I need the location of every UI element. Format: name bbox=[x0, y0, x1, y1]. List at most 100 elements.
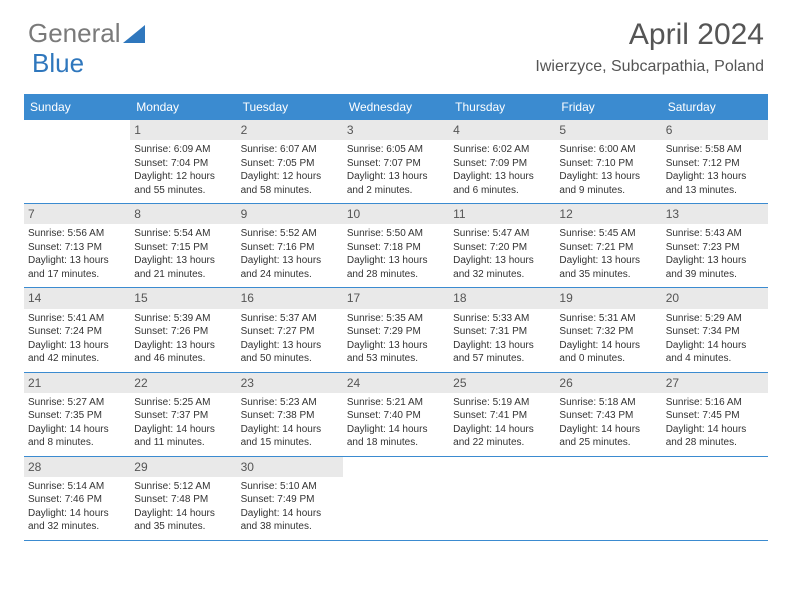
sunset-text: Sunset: 7:43 PM bbox=[559, 409, 657, 423]
sunrise-text: Sunrise: 5:58 AM bbox=[666, 143, 764, 157]
day-number: 30 bbox=[237, 457, 343, 477]
day-number: 24 bbox=[343, 373, 449, 393]
daylight-line1: Daylight: 13 hours bbox=[347, 170, 445, 184]
daylight-line2: and 55 minutes. bbox=[134, 184, 232, 198]
calendar-cell: 1Sunrise: 6:09 AMSunset: 7:04 PMDaylight… bbox=[130, 120, 236, 203]
header: General April 2024 Iwierzyce, Subcarpath… bbox=[0, 0, 792, 84]
daylight-line2: and 53 minutes. bbox=[347, 352, 445, 366]
calendar-cell: 22Sunrise: 5:25 AMSunset: 7:37 PMDayligh… bbox=[130, 373, 236, 456]
sunset-text: Sunset: 7:13 PM bbox=[28, 241, 126, 255]
calendar-cell: 24Sunrise: 5:21 AMSunset: 7:40 PMDayligh… bbox=[343, 373, 449, 456]
dayhead-thu: Thursday bbox=[449, 94, 555, 120]
sunrise-text: Sunrise: 5:12 AM bbox=[134, 480, 232, 494]
calendar-cell: 8Sunrise: 5:54 AMSunset: 7:15 PMDaylight… bbox=[130, 204, 236, 287]
calendar-cell: 16Sunrise: 5:37 AMSunset: 7:27 PMDayligh… bbox=[237, 288, 343, 371]
sunset-text: Sunset: 7:34 PM bbox=[666, 325, 764, 339]
day-number bbox=[343, 457, 449, 477]
daylight-line2: and 42 minutes. bbox=[28, 352, 126, 366]
sunrise-text: Sunrise: 6:02 AM bbox=[453, 143, 551, 157]
daylight-line1: Daylight: 13 hours bbox=[28, 254, 126, 268]
sunrise-text: Sunrise: 6:00 AM bbox=[559, 143, 657, 157]
daylight-line1: Daylight: 14 hours bbox=[559, 423, 657, 437]
calendar-cell: 17Sunrise: 5:35 AMSunset: 7:29 PMDayligh… bbox=[343, 288, 449, 371]
daylight-line2: and 32 minutes. bbox=[453, 268, 551, 282]
daylight-line1: Daylight: 14 hours bbox=[241, 423, 339, 437]
calendar-cell: 28Sunrise: 5:14 AMSunset: 7:46 PMDayligh… bbox=[24, 457, 130, 540]
daylight-line2: and 28 minutes. bbox=[347, 268, 445, 282]
calendar-cell: 3Sunrise: 6:05 AMSunset: 7:07 PMDaylight… bbox=[343, 120, 449, 203]
dayhead-sat: Saturday bbox=[662, 94, 768, 120]
sunset-text: Sunset: 7:16 PM bbox=[241, 241, 339, 255]
dayhead-mon: Monday bbox=[130, 94, 236, 120]
calendar-cell-empty bbox=[24, 120, 130, 203]
sunrise-text: Sunrise: 5:35 AM bbox=[347, 312, 445, 326]
day-number: 21 bbox=[24, 373, 130, 393]
calendar-week: 21Sunrise: 5:27 AMSunset: 7:35 PMDayligh… bbox=[24, 373, 768, 457]
calendar-cell: 18Sunrise: 5:33 AMSunset: 7:31 PMDayligh… bbox=[449, 288, 555, 371]
calendar-cell: 27Sunrise: 5:16 AMSunset: 7:45 PMDayligh… bbox=[662, 373, 768, 456]
sunrise-text: Sunrise: 5:16 AM bbox=[666, 396, 764, 410]
day-number: 7 bbox=[24, 204, 130, 224]
daylight-line2: and 46 minutes. bbox=[134, 352, 232, 366]
daylight-line1: Daylight: 14 hours bbox=[559, 339, 657, 353]
sunrise-text: Sunrise: 6:09 AM bbox=[134, 143, 232, 157]
daylight-line2: and 13 minutes. bbox=[666, 184, 764, 198]
calendar-cell-empty bbox=[555, 457, 661, 540]
daylight-line1: Daylight: 14 hours bbox=[28, 423, 126, 437]
calendar-cell: 15Sunrise: 5:39 AMSunset: 7:26 PMDayligh… bbox=[130, 288, 236, 371]
daylight-line1: Daylight: 14 hours bbox=[241, 507, 339, 521]
daylight-line1: Daylight: 14 hours bbox=[666, 339, 764, 353]
calendar-cell-empty bbox=[343, 457, 449, 540]
day-number: 8 bbox=[130, 204, 236, 224]
sunset-text: Sunset: 7:29 PM bbox=[347, 325, 445, 339]
calendar-day-header: Sunday Monday Tuesday Wednesday Thursday… bbox=[24, 94, 768, 120]
daylight-line1: Daylight: 13 hours bbox=[453, 254, 551, 268]
calendar-cell: 4Sunrise: 6:02 AMSunset: 7:09 PMDaylight… bbox=[449, 120, 555, 203]
day-number: 12 bbox=[555, 204, 661, 224]
calendar-cell: 12Sunrise: 5:45 AMSunset: 7:21 PMDayligh… bbox=[555, 204, 661, 287]
sunrise-text: Sunrise: 5:31 AM bbox=[559, 312, 657, 326]
day-number: 20 bbox=[662, 288, 768, 308]
logo-triangle-icon bbox=[123, 25, 145, 43]
sunset-text: Sunset: 7:04 PM bbox=[134, 157, 232, 171]
sunrise-text: Sunrise: 6:05 AM bbox=[347, 143, 445, 157]
calendar-cell: 11Sunrise: 5:47 AMSunset: 7:20 PMDayligh… bbox=[449, 204, 555, 287]
sunset-text: Sunset: 7:40 PM bbox=[347, 409, 445, 423]
daylight-line2: and 38 minutes. bbox=[241, 520, 339, 534]
daylight-line1: Daylight: 13 hours bbox=[559, 254, 657, 268]
day-number: 16 bbox=[237, 288, 343, 308]
calendar-cell: 20 Sunrise: 5:29 AMSunset: 7:34 PMDayligh… bbox=[662, 288, 768, 371]
sunset-text: Sunset: 7:35 PM bbox=[28, 409, 126, 423]
day-number: 9 bbox=[237, 204, 343, 224]
daylight-line2: and 35 minutes. bbox=[134, 520, 232, 534]
daylight-line2: and 8 minutes. bbox=[28, 436, 126, 450]
daylight-line1: Daylight: 14 hours bbox=[134, 423, 232, 437]
sunset-text: Sunset: 7:07 PM bbox=[347, 157, 445, 171]
daylight-line1: Daylight: 14 hours bbox=[28, 507, 126, 521]
daylight-line2: and 2 minutes. bbox=[347, 184, 445, 198]
day-number: 23 bbox=[237, 373, 343, 393]
calendar-cell: 9Sunrise: 5:52 AMSunset: 7:16 PMDaylight… bbox=[237, 204, 343, 287]
sunrise-text: Sunrise: 5:29 AM bbox=[666, 312, 764, 326]
calendar-cell: 5Sunrise: 6:00 AMSunset: 7:10 PMDaylight… bbox=[555, 120, 661, 203]
sunrise-text: Sunrise: 6:07 AM bbox=[241, 143, 339, 157]
sunset-text: Sunset: 7:38 PM bbox=[241, 409, 339, 423]
brand-logo: General bbox=[28, 18, 145, 49]
sunrise-text: Sunrise: 5:18 AM bbox=[559, 396, 657, 410]
daylight-line2: and 32 minutes. bbox=[28, 520, 126, 534]
sunrise-text: Sunrise: 5:45 AM bbox=[559, 227, 657, 241]
day-number: 22 bbox=[130, 373, 236, 393]
daylight-line2: and 58 minutes. bbox=[241, 184, 339, 198]
sunset-text: Sunset: 7:10 PM bbox=[559, 157, 657, 171]
day-number: 4 bbox=[449, 120, 555, 140]
dayhead-tue: Tuesday bbox=[237, 94, 343, 120]
daylight-line1: Daylight: 13 hours bbox=[453, 170, 551, 184]
calendar-cell: 29Sunrise: 5:12 AMSunset: 7:48 PMDayligh… bbox=[130, 457, 236, 540]
brand-name-2: Blue bbox=[32, 48, 84, 79]
sunrise-text: Sunrise: 5:50 AM bbox=[347, 227, 445, 241]
day-number bbox=[555, 457, 661, 477]
dayhead-wed: Wednesday bbox=[343, 94, 449, 120]
sunset-text: Sunset: 7:45 PM bbox=[666, 409, 764, 423]
day-number: 15 bbox=[130, 288, 236, 308]
daylight-line2: and 15 minutes. bbox=[241, 436, 339, 450]
